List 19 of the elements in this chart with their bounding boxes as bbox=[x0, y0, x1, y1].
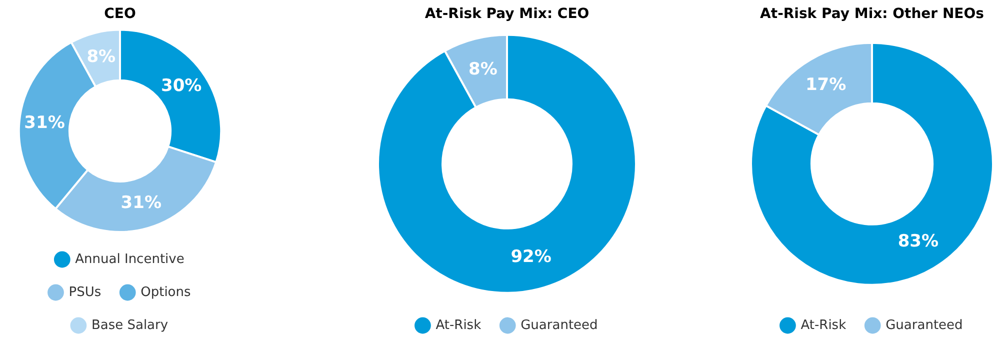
data-label: 17% bbox=[805, 75, 846, 96]
data-label: 83% bbox=[898, 231, 939, 252]
legend-label: Options bbox=[140, 284, 191, 300]
data-label: 8% bbox=[86, 46, 116, 67]
legend-label: At-Risk bbox=[800, 318, 847, 333]
legend-label: At-Risk bbox=[436, 318, 482, 333]
legend-label: Base Salary bbox=[91, 318, 168, 333]
legend-label: Guaranteed bbox=[520, 318, 598, 333]
chart-title: CEO bbox=[104, 6, 136, 22]
legend-label: Guaranteed bbox=[886, 318, 963, 333]
legend-label: Annual Incentive bbox=[75, 252, 184, 267]
chart-title: At-Risk Pay Mix: Other NEOs bbox=[760, 6, 984, 22]
data-label: 30% bbox=[160, 76, 202, 96]
legend-label: PSUs bbox=[68, 284, 102, 300]
data-label: 92% bbox=[510, 247, 552, 268]
data-label: 31% bbox=[24, 113, 65, 134]
data-label: 31% bbox=[120, 193, 162, 214]
chart-title: At-Risk Pay Mix: CEO bbox=[424, 6, 590, 22]
data-label: 8% bbox=[468, 60, 498, 80]
